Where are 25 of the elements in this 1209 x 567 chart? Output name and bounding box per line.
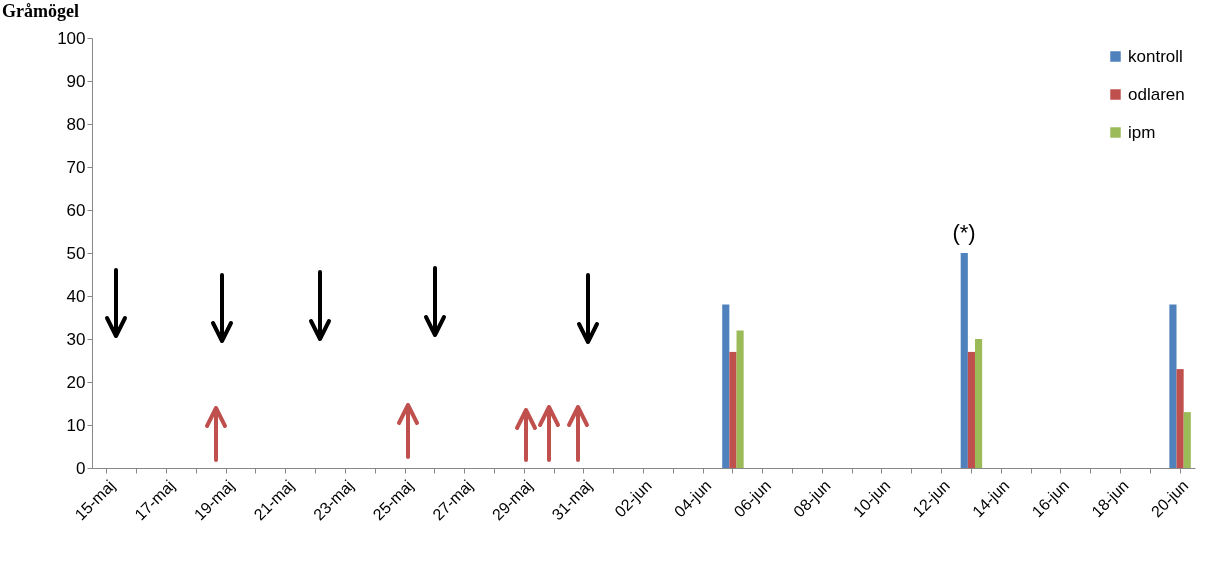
y-tick-label: 40 xyxy=(66,286,86,306)
bar xyxy=(736,330,744,468)
bar xyxy=(722,304,730,468)
bar xyxy=(1169,304,1177,468)
annotation: (*) xyxy=(952,220,976,245)
y-tick-label: 10 xyxy=(66,415,86,435)
y-tick-label: 20 xyxy=(66,372,86,392)
bar xyxy=(967,351,975,468)
bar xyxy=(729,351,737,468)
legend-label: ipm xyxy=(1128,122,1156,142)
y-tick-label: 100 xyxy=(57,28,86,48)
bar xyxy=(975,339,983,468)
y-tick-label: 50 xyxy=(66,243,86,263)
bar xyxy=(1183,412,1191,468)
chart-title: Gråmögel xyxy=(2,1,79,21)
y-tick-label: 30 xyxy=(66,329,86,349)
y-tick-label: 70 xyxy=(66,157,86,177)
bar xyxy=(1176,369,1184,468)
bar xyxy=(960,253,968,468)
legend-label: kontroll xyxy=(1128,46,1183,66)
y-tick-label: 0 xyxy=(76,458,86,478)
y-tick-label: 80 xyxy=(66,114,86,134)
y-tick-label: 90 xyxy=(66,71,86,91)
y-tick-label: 60 xyxy=(66,200,86,220)
legend-label: odlaren xyxy=(1128,84,1185,104)
